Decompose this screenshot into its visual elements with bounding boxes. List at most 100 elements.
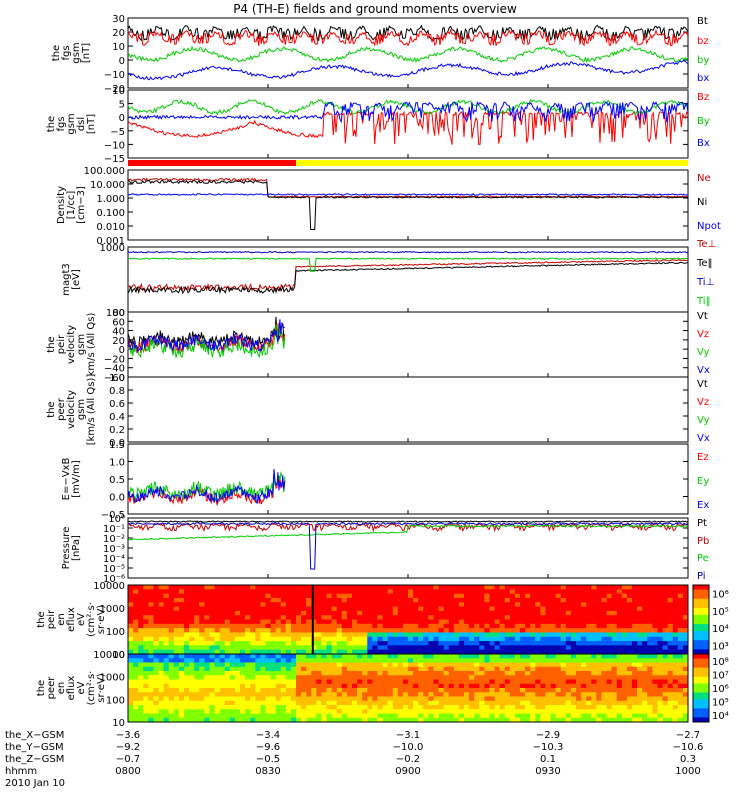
colorbar-label: 10⁵ — [712, 698, 729, 709]
plot-title: P4 (TH-E) fields and ground moments over… — [233, 2, 517, 16]
legend-Vt: Vt — [697, 379, 708, 390]
footer-value: 1000 — [675, 766, 700, 777]
ylabel-line: [mV/m] — [71, 460, 82, 498]
footer-value: −10.3 — [533, 742, 564, 753]
footer-value: −10.0 — [393, 742, 424, 753]
ylabel-line: the — [36, 680, 47, 696]
legend-Vx: Vx — [697, 365, 710, 376]
footer-row-label: the_Z−GSM — [5, 754, 64, 765]
colorbar-label: 10⁸ — [712, 657, 729, 668]
ylabel-line: [eV] — [71, 269, 82, 290]
ylabel-line: Density — [56, 186, 67, 224]
panel-frame-efield — [127, 443, 689, 515]
footer-row-label: 2010 Jan 10 — [5, 778, 65, 789]
ylabel-line: the — [46, 336, 57, 352]
ylabel-fgs: the fgs gsm [nT] — [51, 42, 92, 63]
legend-Vt: Vt — [697, 311, 708, 322]
legend-Ey: Ey — [697, 476, 709, 487]
series-Vz — [127, 322, 286, 354]
ytick-label: 5 — [119, 100, 125, 111]
legend-Npot: Npot — [697, 221, 721, 232]
ytick-label: 1.0 — [109, 458, 125, 469]
ylabel-line: eflux — [66, 607, 77, 632]
ytick-label: −20 — [104, 84, 125, 95]
series-Bx — [127, 100, 689, 124]
legend-by: by — [697, 55, 709, 66]
ytick-label: 100 — [106, 627, 125, 638]
ytick-label: 10⁻⁵ — [103, 564, 125, 575]
footer-value: −3.6 — [116, 730, 140, 741]
series-Vy — [127, 323, 286, 359]
ytick-label: 10⁻³ — [103, 544, 125, 555]
footer-row-label: the_Y−GSM — [5, 742, 64, 753]
ylabel-line: peer — [56, 397, 67, 421]
ylabel-fgs-dsl: the fgs gsm dsl [nT] — [46, 113, 97, 134]
ylabel-line: sr·eV) — [96, 673, 107, 702]
footer-value: −0.2 — [396, 754, 420, 765]
ylabel-line: velocity — [66, 390, 77, 429]
ytick-label: 0.4 — [109, 412, 125, 423]
ytick-label: 60 — [112, 317, 125, 328]
legend-Pi: Pi — [697, 571, 706, 582]
ytick-label: −15 — [104, 154, 125, 165]
ylabel-line: en — [56, 682, 67, 695]
colorbar-label: 10⁶ — [712, 590, 729, 601]
ytick-label: 40 — [112, 327, 125, 338]
ytick-label: 10.000 — [90, 180, 125, 191]
ylabel-line: the — [51, 45, 62, 61]
legend-Vy: Vy — [697, 415, 710, 426]
ylabel-line: gsm — [76, 399, 87, 420]
legend-Ti⊥: Ti⊥ — [696, 277, 714, 288]
ylabel-line: peir — [56, 334, 67, 354]
ylabel-line: velocity — [66, 325, 77, 364]
ytick-label: 1000 — [100, 673, 125, 684]
ylabel-line: en — [56, 613, 67, 626]
series-Ti‖ — [127, 257, 689, 273]
ylabel-line: E=−VxB — [61, 458, 72, 501]
footer-value: −3.4 — [256, 730, 280, 741]
legend-Ne: Ne — [697, 173, 711, 184]
ylabel-line: [km/s (All Qs)] — [86, 374, 97, 446]
ylabel-line: peer — [46, 676, 57, 700]
legend-By: By — [697, 116, 710, 127]
ytick-label: 1.0 — [109, 373, 125, 384]
ylabel-line: magt3 — [61, 263, 72, 296]
series-Te‖ — [127, 261, 689, 295]
footer-value: −0.5 — [256, 754, 280, 765]
legend-Vy: Vy — [697, 347, 710, 358]
ytick-label: 20 — [112, 28, 125, 39]
ytick-label: 1.5 — [109, 440, 125, 451]
ytick-label: 10000 — [93, 581, 125, 592]
legend-Ez: Ez — [697, 452, 709, 463]
ytick-label: 0.0 — [109, 438, 125, 449]
ylabel-line: dsl — [76, 117, 87, 131]
ylabel-line: Pressure — [61, 527, 72, 570]
ytick-label: 10⁰ — [108, 514, 125, 525]
series-Pt — [127, 520, 689, 523]
ytick-label: 100 — [106, 308, 125, 319]
footer-value: −10.6 — [673, 742, 704, 753]
ytick-label: 0 — [119, 56, 125, 67]
legend-Pt: Pt — [697, 518, 707, 529]
ytick-label: 0 — [119, 345, 125, 356]
ytick-label: −10 — [104, 140, 125, 151]
ylabel-pressure: Pressure [nPa] — [61, 527, 82, 570]
ylabel-line: eV — [76, 681, 87, 694]
ytick-label: 100 — [106, 695, 125, 706]
panel-frame-fgs-dsl — [127, 89, 689, 159]
spectrogram-cells-peir-spectrogram — [128, 585, 689, 655]
ylabel-peir-spectrogram: the peir en eflux eV (cm²·s· sr·eV) — [36, 602, 107, 637]
colorbar-label: 10⁴ — [712, 711, 729, 722]
ytick-label: −40 — [104, 364, 125, 375]
colorbar-label: 10⁴ — [712, 624, 729, 635]
ylabel-line: [1/cc] — [66, 191, 77, 220]
series-Ex — [127, 468, 286, 504]
ylabel-line: gsm — [71, 42, 82, 63]
footer-value: 0930 — [535, 766, 560, 777]
footer-value: −2.9 — [536, 730, 560, 741]
legend-Te⊥: Te⊥ — [696, 239, 716, 250]
ylabel-line: gsm — [66, 113, 77, 134]
colorbar-label: 10⁵ — [712, 607, 729, 618]
legend-Ti‖: Ti‖ — [696, 296, 711, 307]
